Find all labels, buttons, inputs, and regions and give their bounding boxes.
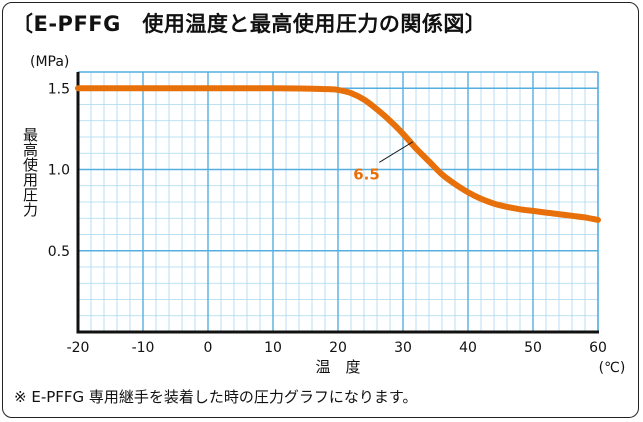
annotation-label: 6.5: [353, 165, 380, 183]
y-axis-title: 最高使用圧力: [21, 127, 39, 218]
series-line-0: [75, 85, 601, 223]
annotations: 6.5: [353, 141, 414, 183]
tick-labels: -20 -10 0 10 20 30 40 50 60 0.5 1.0 1.5: [48, 81, 607, 356]
x-tick-label: 60: [589, 340, 607, 356]
x-tick-label: -20: [67, 340, 90, 356]
y-unit-label: (MPa): [30, 54, 69, 70]
chart-title: 〔E-PFFG 使用温度と最高使用圧力の関係図〕: [12, 12, 487, 36]
x-tick-label: 0: [204, 340, 213, 356]
series-layer: [75, 85, 601, 223]
x-tick-label: 40: [459, 340, 477, 356]
x-tick-label: 10: [264, 340, 282, 356]
footnote: ※ E-PFFG 専用継手を装着した時の圧力グラフになります。: [14, 388, 418, 406]
x-tick-label: -10: [132, 340, 155, 356]
axis-labels: (MPa) 温 度 (℃) 最高使用圧力: [21, 54, 625, 376]
y-tick-label: 0.5: [48, 244, 70, 260]
x-axis-title: 温 度: [315, 358, 360, 376]
axes: [76, 72, 599, 334]
x-tick-label: 30: [394, 340, 412, 356]
x-tick-label: 20: [329, 340, 347, 356]
y-tick-label: 1.0: [48, 163, 70, 179]
annotation-leader: [378, 141, 414, 163]
figure-frame: [2, 2, 639, 418]
x-tick-label: 50: [524, 340, 542, 356]
y-tick-label: 1.5: [48, 81, 70, 97]
x-unit-label: (℃): [599, 360, 626, 376]
